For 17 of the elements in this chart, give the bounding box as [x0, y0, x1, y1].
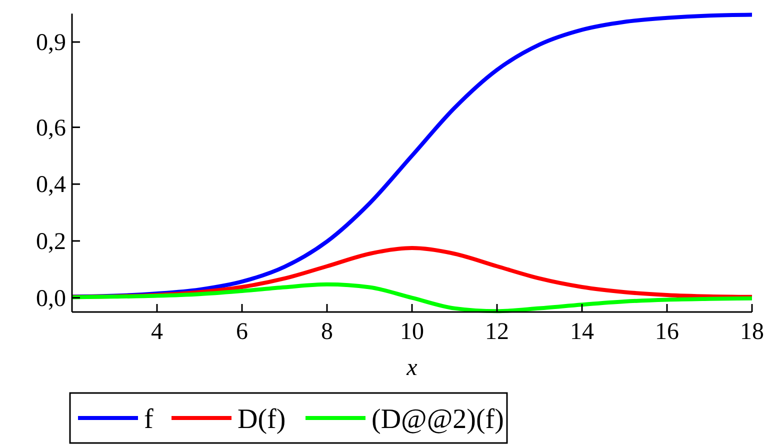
x-tick-label: 8 [321, 319, 333, 345]
y-tick-label: 0,6 [36, 115, 66, 142]
y-tick-label: 0,4 [36, 172, 66, 198]
legend-label: D(f) [238, 404, 286, 435]
legend-label: f [144, 404, 154, 435]
x-tick-label: 12 [485, 319, 509, 345]
y-tick-label: 0,2 [36, 228, 66, 255]
x-tick-label: 6 [236, 319, 248, 345]
y-tick-label: 0,0 [36, 286, 66, 312]
y-tick-label: 0,9 [36, 30, 66, 56]
x-tick-label: 18 [740, 319, 764, 345]
x-axis-title: x [406, 355, 418, 381]
x-tick-label: 14 [570, 319, 594, 345]
x-tick-label: 4 [151, 319, 163, 345]
x-tick-label: 10 [400, 319, 424, 345]
legend-label: (D@@2)(f) [372, 404, 504, 435]
x-tick-label: 16 [655, 319, 679, 345]
